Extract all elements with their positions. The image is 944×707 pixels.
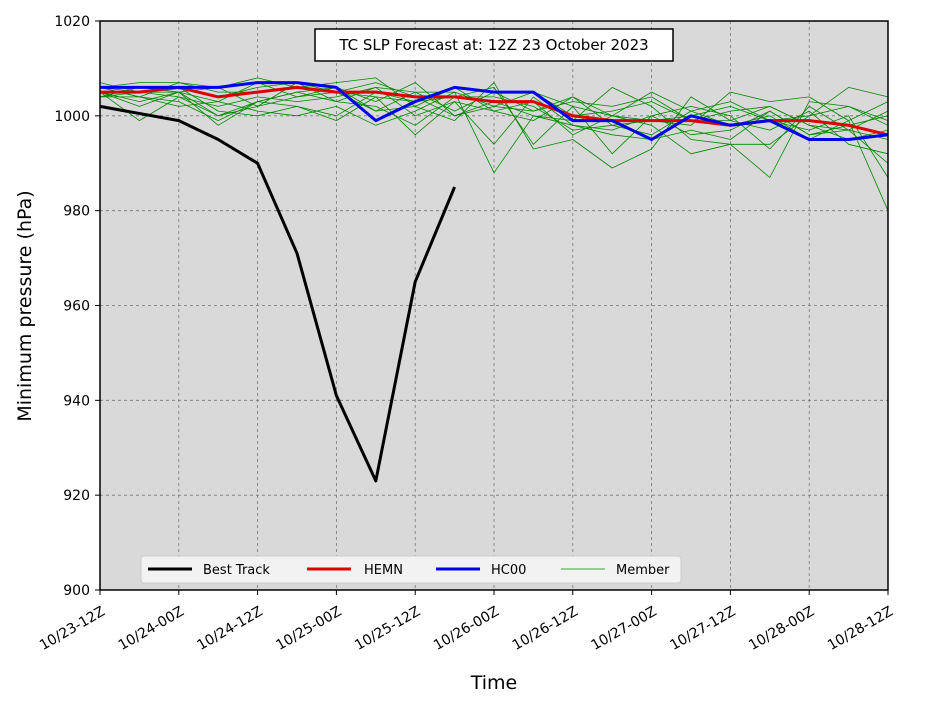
legend-label-hc00: HC00 xyxy=(491,563,526,578)
x-tick-label: 10/26-00Z xyxy=(431,604,502,654)
y-tick-label: 940 xyxy=(63,393,90,409)
x-tick-label: 10/25-00Z xyxy=(273,604,344,654)
member-line-8 xyxy=(99,87,889,145)
x-tick-label: 10/27-12Z xyxy=(667,604,738,654)
legend-label-hemn: HEMN xyxy=(364,563,403,578)
legend-label-best-track: Best Track xyxy=(203,563,270,578)
x-ticks: 10/23-12Z 10/24-00Z 10/24-12Z 10/25-00Z 10/2… xyxy=(37,590,896,654)
x-tick-label: 10/23-12Z xyxy=(37,604,108,654)
chart-title: TC SLP Forecast at: 12Z 23 October 2023 xyxy=(338,36,648,54)
member-line-12 xyxy=(100,87,889,140)
x-tick-label: 10/24-12Z xyxy=(195,604,266,654)
y-axis-label: Minimum pressure (hPa) xyxy=(14,190,36,421)
legend-label-member: Member xyxy=(616,563,670,578)
x-tick-label: 10/26-12Z xyxy=(510,604,581,654)
x-axis-label: Time xyxy=(470,672,518,694)
y-ticks: 900 920 940 960 980 1000 1020 xyxy=(54,14,100,599)
y-tick-label: 900 xyxy=(63,583,90,599)
x-tick-label: 10/27-00Z xyxy=(589,604,660,654)
legend: Best Track HEMN HC00 Member xyxy=(140,555,682,584)
x-tick-label: 10/24-00Z xyxy=(116,604,187,654)
x-tick-label: 10/25-12Z xyxy=(352,604,423,654)
member-line-10 xyxy=(99,91,889,178)
best-track-line xyxy=(99,104,456,483)
member-line-6 xyxy=(99,82,889,211)
x-tick-label: 10/28-00Z xyxy=(746,604,817,654)
hc00-line xyxy=(100,81,889,141)
y-tick-label: 1000 xyxy=(54,109,90,125)
y-tick-label: 920 xyxy=(63,488,90,504)
chart-title-box: TC SLP Forecast at: 12Z 23 October 2023 xyxy=(314,28,674,62)
y-tick-label: 1020 xyxy=(54,14,90,30)
member-line-5 xyxy=(99,87,889,164)
x-tick-label: 10/28-12Z xyxy=(825,604,896,654)
y-tick-label: 960 xyxy=(63,299,90,315)
member-line-9 xyxy=(99,77,889,169)
y-tick-label: 980 xyxy=(63,204,90,220)
